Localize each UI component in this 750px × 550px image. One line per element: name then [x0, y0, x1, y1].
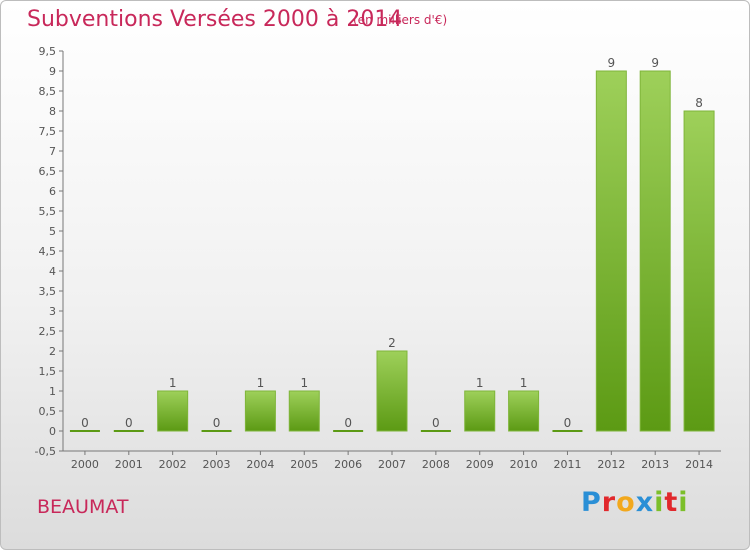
y-tick-label: 6	[49, 185, 56, 198]
data-label: 0	[213, 416, 221, 430]
logo-letter: i	[678, 487, 689, 518]
y-tick-label: 1	[49, 385, 56, 398]
y-tick-label: 2,5	[39, 325, 57, 338]
y-tick-label: 8,5	[39, 85, 57, 98]
x-tick-label: 2000	[71, 458, 99, 471]
bar	[113, 430, 144, 432]
data-label: 2	[388, 336, 396, 350]
y-tick-label: 2	[49, 345, 56, 358]
bar	[201, 430, 232, 432]
y-tick-label: 3,5	[39, 285, 57, 298]
x-tick-label: 2012	[597, 458, 625, 471]
bar	[244, 390, 276, 432]
logo-letter: x	[635, 487, 655, 518]
y-tick-label: 7,5	[39, 125, 57, 138]
data-label: 0	[344, 416, 352, 430]
y-tick-label: 4,5	[39, 245, 57, 258]
data-label: 1	[300, 376, 308, 390]
bar	[464, 390, 496, 432]
y-tick-label: 4	[49, 265, 56, 278]
bar	[683, 110, 715, 432]
x-tick-label: 2008	[422, 458, 450, 471]
bar	[552, 430, 583, 432]
x-tick-label: 2002	[159, 458, 187, 471]
chart-title: Subventions Versées 2000 à 2014	[27, 7, 403, 32]
commune-name: BEAUMAT	[37, 496, 129, 518]
logo-letter: r	[601, 487, 617, 518]
bar	[376, 350, 408, 432]
y-tick-label: 0	[49, 425, 56, 438]
logo-letter: o	[616, 487, 636, 518]
y-tick-label: -0,5	[35, 445, 56, 458]
x-tick-label: 2009	[466, 458, 494, 471]
bar-chart: -0,5 0 0,5 1 1,5 2 2,5 3 3,5 4 4,5 5 5,5 6 6,5 7 7,5 8 8,5…	[35, 45, 721, 471]
bar	[157, 390, 189, 432]
data-label: 1	[476, 376, 484, 390]
y-tick-label: 1,5	[39, 365, 57, 378]
y-tick-label: 0,5	[39, 405, 57, 418]
x-tick-label: 2001	[115, 458, 143, 471]
y-tick-label: 6,5	[39, 165, 57, 178]
x-tick-label: 2004	[246, 458, 274, 471]
y-tick-label: 3	[49, 305, 56, 318]
logo-letter: i	[654, 487, 665, 518]
bar	[420, 430, 451, 432]
y-tick-label: 7	[49, 145, 56, 158]
data-label: 9	[651, 56, 659, 70]
bar	[639, 70, 671, 432]
proxiti-logo: Proxiti	[581, 487, 689, 518]
data-label: 1	[520, 376, 528, 390]
bar	[508, 390, 540, 432]
data-label: 8	[695, 96, 703, 110]
data-label: 0	[125, 416, 133, 430]
logo-letter: t	[664, 487, 679, 518]
x-tick-label: 2013	[641, 458, 669, 471]
y-tick-label: 5	[49, 225, 56, 238]
chart-unit: (en milliers d'€)	[353, 13, 448, 27]
x-tick-label: 2006	[334, 458, 362, 471]
data-label: 0	[81, 416, 89, 430]
data-label: 0	[432, 416, 440, 430]
y-tick-label: 5,5	[39, 205, 57, 218]
bar	[69, 430, 100, 432]
x-tick-label: 2014	[685, 458, 713, 471]
bar	[333, 430, 364, 432]
x-tick-label: 2007	[378, 458, 406, 471]
data-label: 1	[257, 376, 265, 390]
y-tick-label: 9	[49, 65, 56, 78]
x-tick-label: 2005	[290, 458, 318, 471]
x-tick-label: 2011	[553, 458, 581, 471]
data-label: 9	[608, 56, 616, 70]
data-label: 1	[169, 376, 177, 390]
y-tick-label: 8	[49, 105, 56, 118]
bar	[595, 70, 627, 432]
bar	[288, 390, 320, 432]
y-tick-label: 9,5	[39, 45, 57, 58]
x-tick-label: 2003	[203, 458, 231, 471]
x-tick-label: 2010	[510, 458, 538, 471]
logo-letter: P	[581, 487, 602, 518]
data-label: 0	[564, 416, 572, 430]
